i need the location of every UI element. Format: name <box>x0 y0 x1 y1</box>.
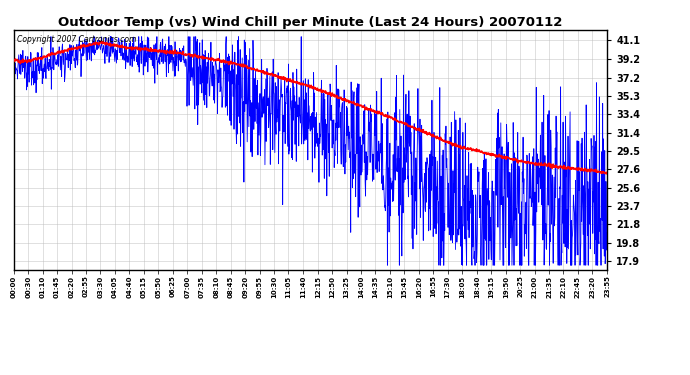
Title: Outdoor Temp (vs) Wind Chill per Minute (Last 24 Hours) 20070112: Outdoor Temp (vs) Wind Chill per Minute … <box>59 16 562 29</box>
Text: Copyright 2007 Cartronics.com: Copyright 2007 Cartronics.com <box>17 35 136 44</box>
